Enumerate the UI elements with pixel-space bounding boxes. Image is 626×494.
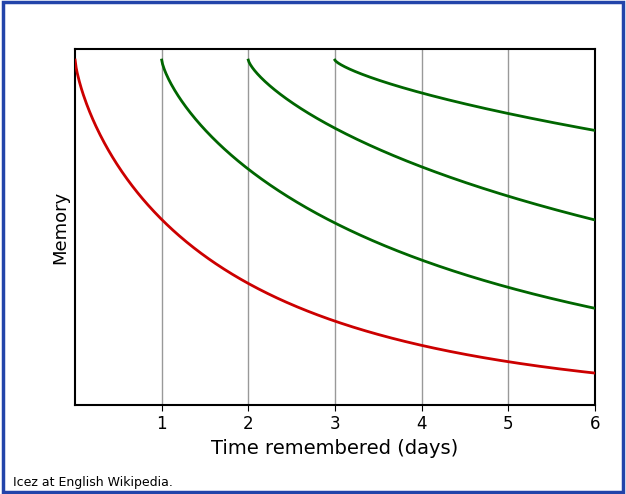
Y-axis label: Memory: Memory <box>51 191 69 264</box>
Text: Icez at English Wikipedia.: Icez at English Wikipedia. <box>13 476 172 489</box>
X-axis label: Time remembered (days): Time remembered (days) <box>212 439 458 458</box>
